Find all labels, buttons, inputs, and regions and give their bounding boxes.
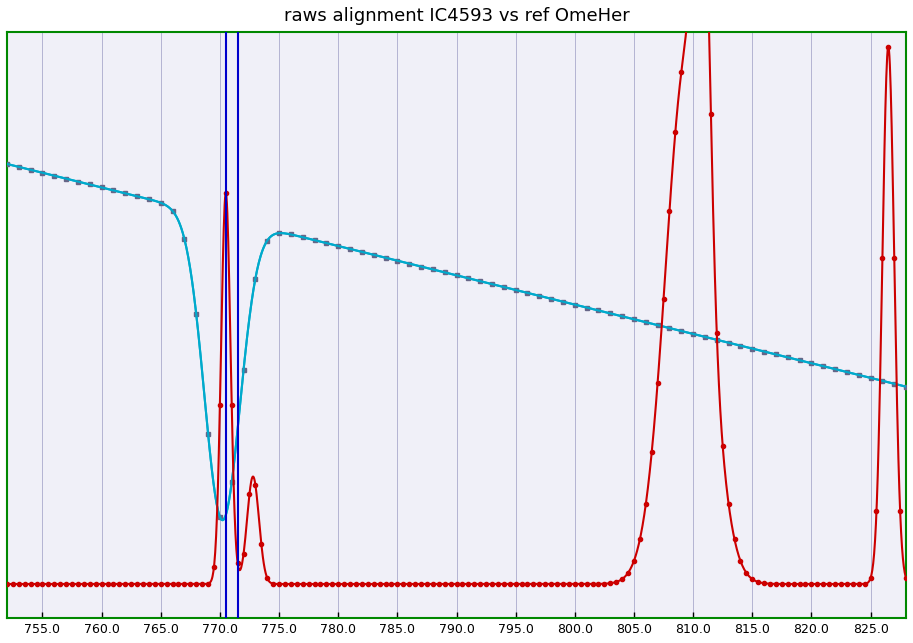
Title: raws alignment IC4593 vs ref OmeHer: raws alignment IC4593 vs ref OmeHer xyxy=(284,7,629,25)
